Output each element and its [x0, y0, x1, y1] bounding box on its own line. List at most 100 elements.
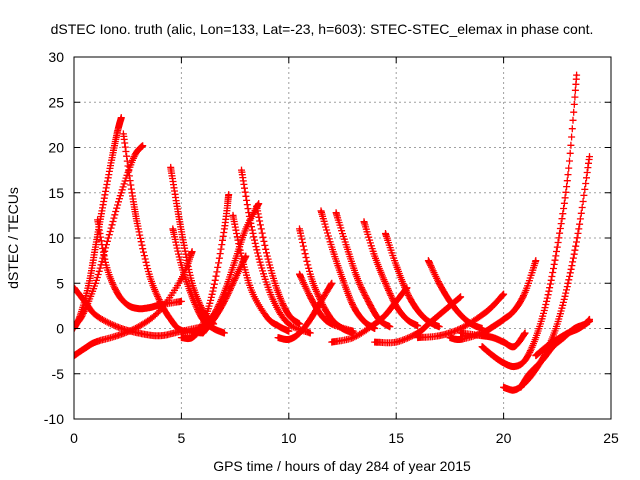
data-point — [556, 322, 559, 326]
tick-layer: 0 5 10 15 20 25 -10 -5 0 5 10 15 20 25 30 — [44, 49, 619, 446]
data-point — [330, 245, 333, 249]
chart-title: dSTEC Iono. truth (alic, Lon=133, Lat=-2… — [51, 21, 594, 37]
data-point — [87, 282, 91, 285]
data-point — [491, 304, 495, 308]
data-point — [541, 358, 544, 362]
data-point — [109, 164, 112, 167]
data-series — [332, 209, 394, 331]
data-point — [107, 236, 110, 240]
data-point — [480, 327, 484, 330]
y-tick-label: 5 — [56, 275, 64, 291]
data-point — [115, 291, 119, 294]
data-series — [177, 191, 233, 343]
data-point — [266, 254, 269, 258]
data-point — [244, 227, 248, 231]
data-point — [158, 300, 162, 303]
data-point — [94, 282, 97, 285]
data-point — [416, 336, 419, 339]
data-point — [352, 336, 355, 339]
data-point — [502, 361, 505, 365]
data-series — [169, 225, 228, 337]
data-series — [457, 329, 529, 351]
data-point — [362, 320, 366, 323]
data-point — [577, 327, 580, 330]
data-point — [141, 144, 144, 147]
data-point — [137, 325, 140, 328]
data-point — [459, 338, 462, 341]
series-markers — [238, 166, 314, 337]
data-point — [405, 291, 409, 294]
data-point — [94, 313, 97, 317]
y-tick-label: 30 — [48, 49, 64, 65]
data-point — [577, 227, 580, 231]
data-point — [169, 318, 172, 321]
data-series — [446, 257, 540, 343]
data-point — [190, 250, 194, 253]
data-point — [545, 345, 548, 348]
data-point — [182, 241, 185, 244]
data-series — [414, 290, 508, 342]
data-point — [491, 325, 495, 328]
data-point — [115, 334, 119, 337]
data-point — [556, 338, 559, 341]
data-point — [362, 220, 366, 223]
data-point — [223, 331, 226, 335]
data-point — [180, 300, 183, 303]
data-series — [328, 284, 411, 346]
data-point — [352, 330, 355, 333]
data-point — [94, 245, 97, 249]
data-point — [83, 300, 86, 303]
data-series — [238, 166, 314, 337]
data-point — [491, 336, 495, 339]
data-point — [437, 282, 441, 285]
data-point — [519, 386, 522, 389]
data-point — [427, 259, 430, 262]
data-point — [384, 313, 387, 317]
data-point — [266, 316, 269, 319]
data-point — [459, 327, 462, 330]
data-point — [319, 209, 323, 213]
data-point — [158, 334, 162, 337]
data-point — [248, 218, 252, 222]
data-point — [272, 300, 275, 303]
data-point — [384, 232, 387, 235]
data-point — [122, 132, 125, 136]
data-point — [395, 340, 398, 344]
series-markers — [328, 284, 411, 346]
data-point — [298, 227, 301, 231]
x-tick-label: 20 — [496, 430, 512, 446]
data-point — [309, 295, 312, 299]
data-point — [251, 291, 254, 294]
data-point — [287, 330, 290, 333]
data-point — [480, 334, 484, 337]
data-point — [298, 273, 301, 276]
x-tick-label: 25 — [603, 430, 619, 446]
data-point — [287, 338, 290, 341]
data-point — [94, 340, 97, 344]
x-axis-label: GPS time / hours of day 284 of year 2015 — [213, 458, 471, 474]
data-series — [74, 284, 207, 340]
data-point — [287, 313, 290, 317]
data-point — [212, 318, 215, 321]
data-point — [100, 209, 104, 213]
data-point — [212, 286, 215, 289]
data-point — [588, 320, 591, 323]
data-point — [534, 354, 538, 357]
data-series — [532, 317, 593, 360]
data-series — [119, 130, 207, 337]
data-point — [566, 173, 570, 176]
data-point — [309, 318, 312, 321]
data-series — [382, 230, 443, 331]
data-point — [175, 205, 179, 208]
data-point — [298, 322, 301, 326]
data-point — [244, 254, 248, 258]
data-point — [395, 263, 398, 267]
data-point — [502, 386, 505, 389]
data-point — [513, 309, 516, 312]
data-series — [424, 257, 486, 332]
data-point — [373, 322, 376, 326]
data-point — [566, 282, 570, 285]
data-point — [158, 309, 162, 312]
data-point — [345, 245, 348, 249]
data-point — [523, 331, 527, 335]
